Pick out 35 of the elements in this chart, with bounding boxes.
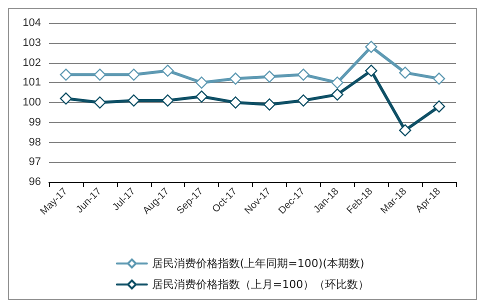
point (196, 90, 208, 103)
point (162, 94, 174, 107)
point (263, 98, 276, 111)
y-tick-label: 101 (22, 76, 41, 89)
point (365, 64, 378, 77)
point (196, 76, 208, 89)
legend-label: 居民消费价格指数（上月=100）（环比数） (152, 278, 370, 291)
y-tick-label: 100 (22, 96, 41, 108)
point (365, 40, 378, 53)
point (94, 96, 106, 109)
y-tick-label: 97 (28, 156, 41, 168)
point (229, 72, 242, 85)
point (432, 72, 446, 85)
point (297, 94, 310, 107)
legend-label: 居民消费价格指数(上年同期=100)(本期数) (152, 257, 364, 270)
y-tick-label: 104 (22, 17, 41, 29)
y-tick-label: 98 (28, 136, 41, 148)
y-tick-label: 103 (22, 36, 41, 49)
point (297, 68, 310, 81)
point (162, 64, 174, 77)
point (128, 68, 140, 81)
point (331, 76, 344, 89)
point (60, 68, 72, 81)
y-tick-label: 96 (28, 176, 41, 188)
point (263, 70, 276, 83)
point (60, 92, 72, 105)
point (399, 124, 412, 136)
point (128, 94, 140, 107)
y-tick-label: 102 (22, 56, 41, 69)
point (94, 68, 106, 81)
point (399, 66, 412, 79)
point (331, 88, 344, 101)
y-tick-label: 99 (28, 116, 41, 128)
point (229, 96, 242, 109)
point (432, 100, 446, 113)
